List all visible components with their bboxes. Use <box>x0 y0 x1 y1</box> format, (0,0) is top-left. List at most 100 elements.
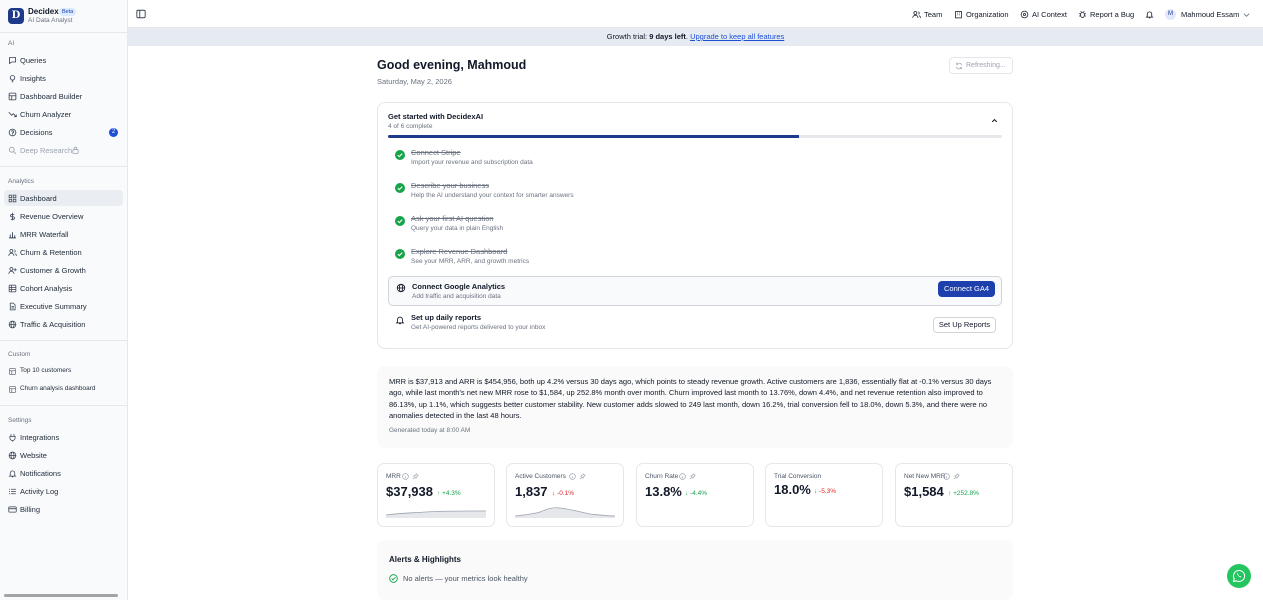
organization-label: Organization <box>966 10 1009 19</box>
pin-icon[interactable] <box>412 473 419 480</box>
pin-icon[interactable] <box>579 473 586 480</box>
sidebar-item-label: Decisions <box>20 127 53 137</box>
kpi-name: Churn Rate <box>645 473 679 480</box>
section-analytics-label: Analytics <box>8 178 35 185</box>
kpi-change-value: +252.8% <box>953 490 979 497</box>
kpi-name: MRR <box>386 473 401 480</box>
kpi-change-value: -4.4% <box>690 490 708 497</box>
sidebar-item-website[interactable]: Website <box>4 447 123 463</box>
set-up-reports-button[interactable]: Set Up Reports <box>933 317 996 333</box>
user-group-icon <box>8 266 17 274</box>
sidebar-item-deep-research[interactable]: Deep Research <box>4 142 123 158</box>
kpi-card-net-new-mrr[interactable]: Net New MRR $1,584 ↑ +252.8% <box>895 463 1013 527</box>
file-icon <box>9 302 16 310</box>
refresh-label: Refreshing... <box>966 62 1006 69</box>
kpi-name: Trial Conversion <box>774 473 822 480</box>
connect-ga4-button[interactable]: Connect GA4 <box>938 281 995 297</box>
sidebar-item-label: Notifications <box>20 468 61 478</box>
page-title: Good evening, Mahmoud <box>377 58 527 72</box>
sidebar-item-label: Dashboard Builder <box>20 91 83 101</box>
kpi-value: 1,837 <box>515 484 548 499</box>
sidebar-item-notifications[interactable]: Notifications <box>4 465 123 481</box>
step-desc: Help the AI understand your context for … <box>411 192 574 199</box>
kpi-card-churn-rate[interactable]: Churn Rate 13.8% ↓ -4.4% <box>636 463 754 527</box>
divider <box>0 405 127 406</box>
sidebar-item-executive-summary[interactable]: Executive Summary <box>4 298 123 314</box>
sidebar-item-label: Queries <box>20 55 47 65</box>
onboarding-progress-fill <box>388 135 800 138</box>
app-name: Decidex <box>28 7 59 16</box>
sidebar-item-dashboard-builder[interactable]: Dashboard Builder <box>4 88 123 104</box>
bar-chart-icon <box>9 231 16 238</box>
step-ask-question[interactable]: Ask your first AI question Query your da… <box>388 213 1002 239</box>
bell-icon[interactable] <box>1145 10 1154 19</box>
step-title: Set up daily reports <box>411 313 482 322</box>
sidebar-item-activity-log[interactable]: Activity Log <box>4 483 123 499</box>
sidebar-item-queries[interactable]: Queries <box>4 52 123 68</box>
sidebar-item-insights[interactable]: Insights <box>4 70 123 86</box>
card-icon <box>8 506 17 512</box>
sidebar-item-customer-growth[interactable]: Customer & Growth <box>4 262 123 278</box>
alert-row: No alerts — your metrics look healthy <box>389 573 689 585</box>
check-circle-icon <box>389 574 398 583</box>
sidebar-item-label: Cohort Analysis <box>20 283 73 293</box>
onboarding-card: Get started with DecidexAI 4 of 6 comple… <box>377 102 1013 349</box>
sidebar-item-revenue-overview[interactable]: Revenue Overview <box>4 208 123 224</box>
step-daily-reports[interactable]: Set up daily reports Get AI-powered repo… <box>388 312 1002 338</box>
sidebar-item-churn-analyzer[interactable]: Churn Analyzer <box>4 106 123 122</box>
info-icon[interactable] <box>943 473 950 480</box>
list-icon <box>8 488 16 494</box>
kpi-card-trial-conversion[interactable]: Trial Conversion 18.0% ↓ -5.3% <box>765 463 883 527</box>
step-describe-business[interactable]: Describe your business Help the AI under… <box>388 180 1002 206</box>
step-connect-stripe[interactable]: Connect Stripe Import your revenue and s… <box>388 147 1002 173</box>
main-content: Good evening, Mahmoud Saturday, May 2, 2… <box>128 46 1263 600</box>
kpi-card-mrr[interactable]: MRR $37,938 ↑ +4.3% <box>377 463 495 527</box>
trial-banner-prefix: Growth trial: <box>606 32 650 41</box>
sidebar-scrollbar[interactable] <box>4 594 118 597</box>
kpi-sparkline <box>515 507 615 518</box>
kpi-value: $37,938 <box>386 484 433 499</box>
info-icon[interactable] <box>402 473 409 480</box>
onboarding-title: Get started with DecidexAI <box>388 112 484 121</box>
question-icon <box>8 128 17 136</box>
sidebar-item-billing[interactable]: Billing <box>4 501 123 517</box>
sidebar-item-traffic-acquisition[interactable]: Traffic & Acquisition <box>4 316 123 332</box>
whatsapp-button[interactable] <box>1227 564 1251 588</box>
sidebar-item-label: Top 10 customers <box>20 366 72 374</box>
step-desc: See your MRR, ARR, and growth metrics <box>411 258 530 265</box>
beta-badge: Beta <box>59 8 77 16</box>
sidebar-item-mrr-waterfall[interactable]: MRR Waterfall <box>4 226 123 242</box>
sidebar-item-label: Revenue Overview <box>20 211 84 221</box>
sidebar-item-dashboard[interactable]: Dashboard <box>4 190 123 206</box>
sidebar-item-churn-analysis-dashboard[interactable]: Churn analysis dashboard <box>4 381 123 397</box>
kpi-change: ↓ -0.1% <box>552 490 575 497</box>
step-desc: Get AI-powered reports delivered to your… <box>411 324 546 331</box>
sidebar-item-integrations[interactable]: Integrations <box>4 429 123 445</box>
layout-icon <box>9 367 16 375</box>
sidebar-item-decisions[interactable]: Decisions 2 <box>4 124 123 140</box>
pin-icon[interactable] <box>689 473 696 480</box>
refresh-button[interactable]: Refreshing... <box>949 57 1013 74</box>
check-circle-icon <box>395 249 405 259</box>
sidebar-item-churn-retention[interactable]: Churn & Retention <box>4 244 123 260</box>
kpi-card-active-customers[interactable]: Active Customers 1,837 ↓ -0.1% <box>506 463 624 527</box>
sidebar-item-cohort-analysis[interactable]: Cohort Analysis <box>4 280 123 296</box>
brand[interactable]: D Decidex Beta AI Data Analyst <box>8 7 124 26</box>
sidebar-toggle-icon[interactable] <box>136 9 146 19</box>
whatsapp-icon <box>1232 569 1246 583</box>
step-title: Connect Stripe <box>411 148 461 157</box>
globe-icon <box>8 320 17 328</box>
building-icon <box>955 11 962 19</box>
pin-icon[interactable] <box>953 473 960 480</box>
upgrade-link[interactable]: Upgrade to keep all features <box>690 32 785 41</box>
info-icon[interactable] <box>569 473 576 480</box>
divider <box>0 166 127 167</box>
chevron-up-icon[interactable] <box>990 116 999 125</box>
sidebar-item-label: Integrations <box>20 432 60 442</box>
user-menu[interactable]: M Mahmoud Essam <box>1165 9 1251 21</box>
step-connect-google-analytics[interactable]: Connect Google Analytics Add traffic and… <box>388 276 1002 306</box>
info-icon[interactable] <box>679 473 686 480</box>
sidebar-item-top-10-customers[interactable]: Top 10 customers <box>4 363 123 379</box>
kpi-change-value: -5.3% <box>819 488 837 495</box>
step-explore-revenue[interactable]: Explore Revenue Dashboard See your MRR, … <box>388 246 1002 272</box>
